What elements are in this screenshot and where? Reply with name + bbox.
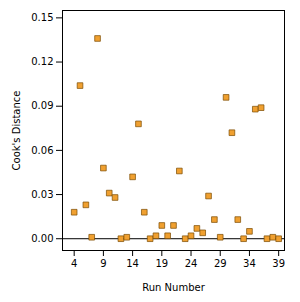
svg-text:Run Number: Run Number	[142, 282, 205, 293]
svg-text:0.09: 0.09	[31, 100, 53, 111]
svg-text:19: 19	[155, 258, 168, 269]
svg-text:29: 29	[214, 258, 227, 269]
svg-text:14: 14	[126, 258, 139, 269]
svg-text:0.03: 0.03	[31, 189, 53, 200]
svg-text:34: 34	[243, 258, 256, 269]
svg-text:9: 9	[100, 258, 106, 269]
svg-text:24: 24	[185, 258, 198, 269]
svg-text:39: 39	[272, 258, 285, 269]
svg-text:Cook's Distance: Cook's Distance	[11, 91, 22, 171]
svg-text:0.06: 0.06	[31, 145, 53, 156]
svg-text:0.12: 0.12	[31, 56, 53, 67]
svg-text:0.00: 0.00	[31, 233, 53, 244]
svg-text:4: 4	[71, 258, 77, 269]
svg-text:0.15: 0.15	[31, 12, 53, 23]
